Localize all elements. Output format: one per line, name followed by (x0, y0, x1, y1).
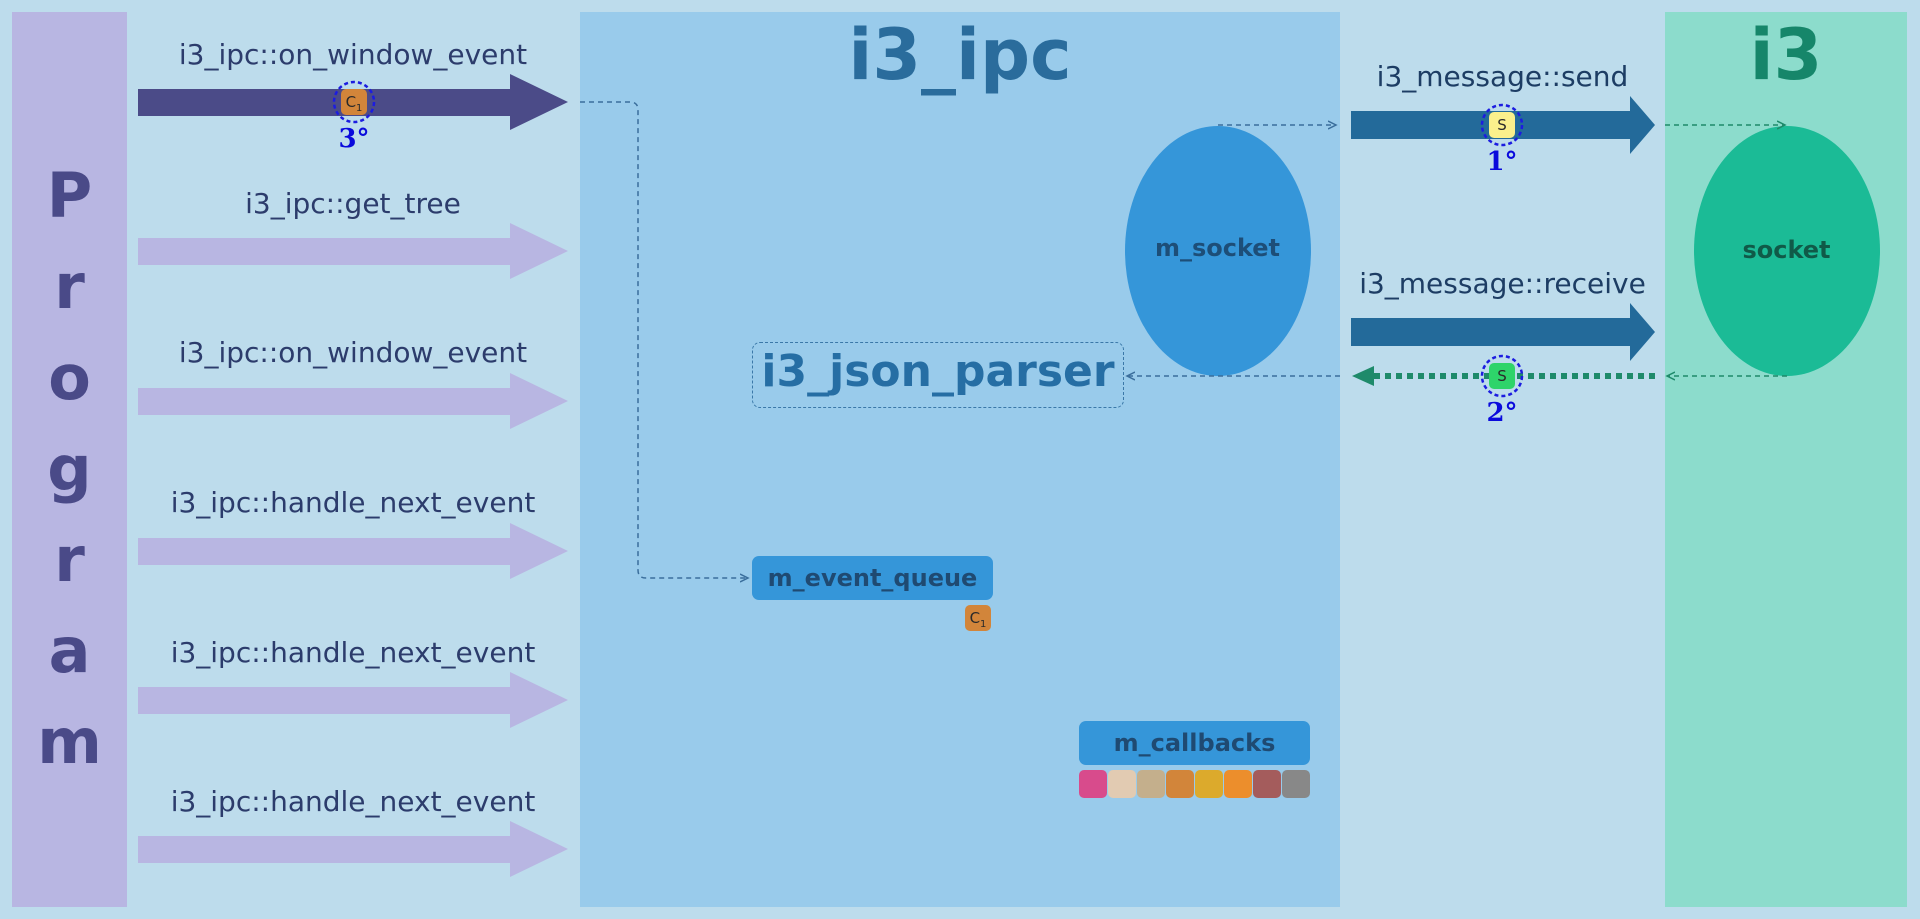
call-label-handle-next-event: i3_ipc::handle_next_event (170, 785, 536, 818)
order-label-event: 3° (338, 124, 370, 154)
m-socket-label: m_socket (1154, 234, 1281, 262)
program-letter: a (48, 614, 91, 687)
m-socket-ellipse (1125, 126, 1311, 376)
json-parser-label: i3_json_parser (761, 346, 1115, 397)
call-label-on-window-event: i3_ipc::on_window_event (178, 336, 528, 369)
send-message-label: i3_message::send (1376, 60, 1629, 93)
order-label-receive: 2° (1486, 398, 1518, 428)
s-receive-token-ring (1480, 354, 1524, 398)
socket-ellipse (1694, 126, 1880, 376)
c1-token-on-arrow: C1 (341, 89, 367, 115)
program-letter: r (54, 250, 85, 323)
connector-event-to-queue (580, 101, 748, 578)
callback-swatch (1253, 770, 1281, 798)
order-label-send: 1° (1486, 147, 1518, 177)
receive-message-label: i3_message::receive (1359, 267, 1646, 300)
c1-token-subscript: 1 (356, 103, 363, 114)
callback-swatch (1166, 770, 1194, 798)
receive-arrow (1351, 303, 1655, 361)
s-token-send: S (1489, 112, 1515, 138)
c1-token-letter: C (969, 609, 981, 627)
call-arrow (138, 373, 568, 429)
program-letter: P (46, 159, 93, 232)
call-arrow (138, 672, 568, 728)
call-arrow (138, 821, 568, 877)
call-arrow (138, 523, 568, 579)
callback-swatch (1079, 770, 1107, 798)
program-letter: g (47, 432, 92, 505)
program-letter: o (48, 341, 91, 414)
c1-token-ring (332, 80, 376, 124)
callback-swatch (1137, 770, 1165, 798)
s-send-token-ring (1480, 103, 1524, 147)
program-letter: r (54, 523, 85, 596)
json-parser-box (752, 342, 1124, 408)
c1-token-subscript: 1 (980, 619, 987, 630)
c1-token-in-queue: C1 (965, 605, 991, 631)
i3-ipc-title: i3_ipc (848, 14, 1072, 96)
receive-dotted-head (1352, 366, 1374, 386)
callback-swatch (1282, 770, 1310, 798)
s-token-receive: S (1489, 363, 1515, 389)
c1-token-letter: C (345, 93, 357, 111)
program-label: P r o g r a m (12, 150, 127, 787)
callback-swatch (1195, 770, 1223, 798)
call-label-on-window-event-active: i3_ipc::on_window_event (178, 38, 528, 71)
socket-label: socket (1742, 236, 1831, 264)
program-panel (12, 12, 127, 907)
call-arrow (138, 223, 568, 279)
call-label-handle-next-event: i3_ipc::handle_next_event (170, 636, 536, 669)
call-label-get-tree: i3_ipc::get_tree (245, 187, 461, 220)
event-queue: m_event_queue (752, 556, 993, 600)
call-label-handle-next-event: i3_ipc::handle_next_event (170, 486, 536, 519)
callbacks: m_callbacks (1079, 721, 1310, 765)
program-letter: m (37, 705, 102, 778)
i3-title: i3 (1749, 14, 1823, 96)
callback-swatch (1224, 770, 1252, 798)
callback-swatch (1108, 770, 1136, 798)
